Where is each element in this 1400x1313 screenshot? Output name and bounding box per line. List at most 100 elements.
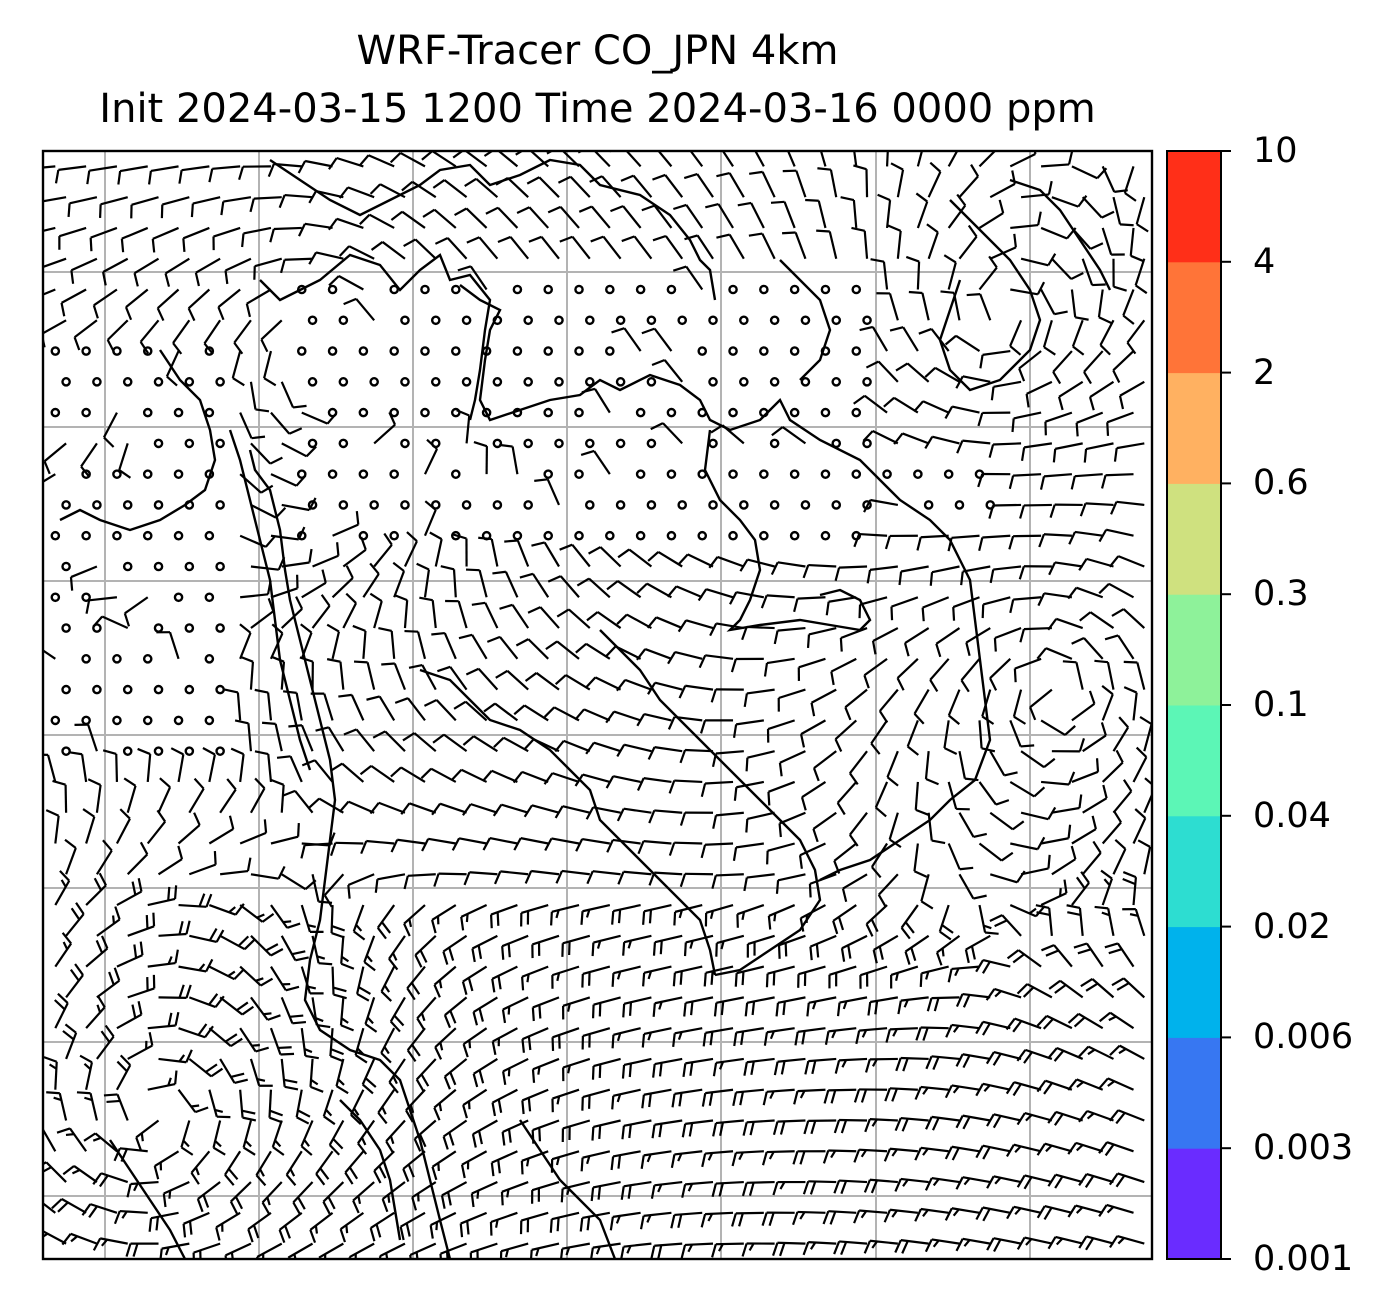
colorbar-segment <box>1167 483 1221 595</box>
calm-marker <box>122 500 133 510</box>
wind-barb-feather <box>359 213 371 225</box>
wind-barb-feather <box>40 268 41 282</box>
wind-barb <box>178 1027 206 1039</box>
wind-barb-feather <box>920 900 934 910</box>
wind-barb <box>1075 1141 1104 1153</box>
wind-barb-feather <box>761 1212 768 1226</box>
wind-barb <box>1071 227 1092 250</box>
wind-barb-feather <box>683 172 698 180</box>
wind-barb <box>747 750 775 759</box>
calm-marker <box>789 469 800 479</box>
wind-barb-feather <box>89 237 93 252</box>
wind-barb-feather <box>1090 242 1104 250</box>
calm-marker <box>142 346 153 356</box>
wind-barb <box>674 903 703 913</box>
wind-barb <box>886 750 899 778</box>
wind-barb <box>836 781 858 804</box>
wind-barb <box>1091 978 1115 999</box>
wind-barb-feather <box>284 1225 291 1239</box>
wind-barb-feather <box>524 870 533 884</box>
wind-barb <box>664 235 684 260</box>
colorbar-segment <box>1167 705 1221 817</box>
wind-barb-feather <box>910 947 917 961</box>
wind-barb <box>622 205 642 229</box>
wind-barb <box>393 570 406 598</box>
wind-barb <box>163 1181 190 1195</box>
wind-barb-feather <box>1025 1238 1033 1246</box>
wind-barb <box>746 625 775 630</box>
wind-barb <box>1020 193 1050 199</box>
wind-barb-feather <box>804 1060 810 1075</box>
calm-marker <box>153 684 164 695</box>
wind-barb-feather <box>370 241 384 251</box>
wind-barb-feather <box>1036 281 1046 295</box>
wind-barb-feather <box>1129 913 1139 917</box>
wind-barb <box>339 661 345 690</box>
wind-barb <box>593 450 611 475</box>
wind-barb <box>492 1088 518 1104</box>
calm-marker <box>204 530 215 541</box>
wind-barb-feather <box>1104 634 1119 641</box>
wind-barb <box>1026 380 1053 395</box>
wind-barb-feather <box>648 909 653 924</box>
wind-barb-feather <box>595 1246 601 1255</box>
wind-barb-feather <box>520 1160 524 1175</box>
wind-barb-feather <box>534 478 548 482</box>
wind-barb-feather <box>62 1030 75 1041</box>
wind-barb <box>500 1242 529 1253</box>
wind-barb-feather <box>780 1060 786 1075</box>
wind-barb-feather <box>59 870 71 882</box>
wind-barb-feather <box>640 1155 645 1169</box>
wind-barb-feather <box>54 999 66 1011</box>
wind-barb-feather <box>543 772 554 785</box>
calm-marker <box>122 746 133 756</box>
wind-barb <box>1132 877 1138 906</box>
wind-barb <box>777 1119 806 1123</box>
wind-barb <box>460 904 488 918</box>
wind-barb-feather <box>69 968 80 982</box>
wind-barb-feather <box>840 948 846 962</box>
wind-barb-feather <box>878 946 884 960</box>
wind-barb-feather <box>751 1001 756 1016</box>
wind-barb-feather <box>420 1012 426 1022</box>
wind-barb-feather <box>64 1023 77 1034</box>
wind-barb-feather <box>214 1108 224 1114</box>
wind-barb-feather <box>357 1195 362 1205</box>
wind-barb-feather <box>1130 254 1144 263</box>
wind-barb-feather <box>616 1093 622 1103</box>
wind-barb-feather <box>501 1131 506 1146</box>
wind-barb-feather <box>839 637 843 652</box>
wind-barb <box>623 934 652 944</box>
wind-barb <box>431 151 457 168</box>
wind-barb <box>562 934 591 945</box>
wind-barb <box>335 841 364 845</box>
wind-barb-feather <box>589 175 603 183</box>
wind-barb <box>828 1027 857 1033</box>
wind-barb <box>469 871 498 876</box>
wind-barb <box>962 439 991 445</box>
wind-barb-feather <box>710 424 724 434</box>
wind-barb <box>958 812 975 838</box>
wind-barb <box>960 658 981 681</box>
wind-barb-feather <box>1084 1175 1095 1188</box>
wind-barb-feather <box>131 881 137 896</box>
wind-barb <box>433 1088 457 1109</box>
wind-barb <box>349 1089 365 1116</box>
colorbar-tick-label: 0.001 <box>1253 1239 1354 1279</box>
wind-barb <box>685 996 714 1005</box>
wind-barb-feather <box>932 1178 940 1187</box>
wind-barb <box>590 205 611 229</box>
wind-barb <box>154 1150 180 1167</box>
wind-barb-feather <box>193 812 201 826</box>
calm-marker <box>142 715 153 726</box>
wind-barb <box>393 663 406 691</box>
wind-barb <box>913 689 930 715</box>
wind-barb-feather <box>687 1183 694 1192</box>
wind-barb-feather <box>956 440 964 454</box>
wind-barb-feather <box>792 1211 799 1226</box>
wind-barb-feather <box>452 151 465 159</box>
wind-barb <box>246 288 272 305</box>
wind-barb-feather <box>288 427 303 435</box>
wind-barb-feather <box>870 918 879 933</box>
calm-marker <box>112 715 122 726</box>
